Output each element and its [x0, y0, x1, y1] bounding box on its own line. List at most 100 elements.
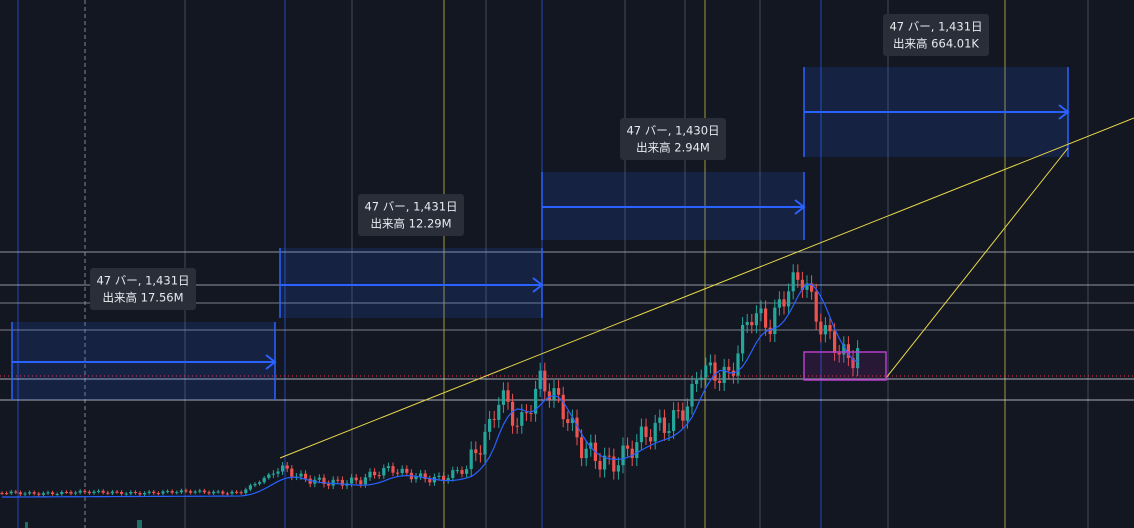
label-bars: 47 バー, 1,431日: [96, 274, 189, 288]
candle-body: [428, 479, 432, 483]
candle-body: [805, 283, 809, 290]
label-box: [90, 268, 196, 310]
candle-body: [290, 468, 294, 477]
candle-body: [777, 299, 781, 308]
label-bars: 47 バー, 1,430日: [626, 124, 719, 138]
candle-body: [603, 455, 607, 470]
label-box: [358, 194, 464, 236]
candle-body: [396, 472, 400, 474]
candle-body: [271, 473, 275, 475]
candle-body: [193, 491, 197, 493]
candle-body: [304, 473, 308, 479]
candle-body: [460, 470, 464, 474]
candle-body: [483, 431, 487, 455]
candle-body: [239, 492, 243, 494]
candle-body: [823, 325, 827, 335]
candle-body: [695, 379, 699, 384]
candle-body: [258, 482, 262, 484]
candle-body: [708, 362, 712, 366]
candle-body: [37, 493, 41, 495]
candle-body: [5, 493, 9, 495]
candle-body: [515, 425, 519, 427]
candle-body: [819, 321, 823, 335]
candle-body: [465, 469, 469, 474]
label-bars: 47 バー, 1,431日: [889, 20, 982, 34]
candle-body: [405, 468, 409, 473]
candle-body: [833, 331, 837, 353]
candle-body: [179, 490, 183, 493]
candle-body: [419, 473, 423, 477]
candle-body: [722, 366, 726, 383]
candle-body: [814, 291, 818, 322]
candle-body: [543, 370, 547, 392]
candle-body: [281, 465, 285, 472]
candle-body: [386, 466, 390, 469]
candle-body: [584, 448, 588, 459]
candle-body: [373, 471, 377, 476]
candle-body: [492, 418, 496, 420]
label-bars: 47 バー, 1,431日: [364, 200, 457, 214]
candle-body: [138, 492, 142, 495]
candle-body: [363, 477, 367, 485]
candle-body: [534, 388, 538, 414]
candle-body: [575, 417, 579, 438]
candle-body: [497, 404, 501, 420]
vertical-lines: [17, 0, 1089, 528]
candle-body: [474, 449, 478, 454]
candle-body: [350, 477, 354, 484]
candle-body: [488, 418, 492, 432]
candle-body: [791, 272, 795, 292]
candle-body: [598, 460, 602, 470]
candle-body: [120, 491, 124, 494]
candle-body: [718, 380, 722, 383]
candle-body: [478, 453, 482, 455]
candle-body: [14, 491, 18, 493]
candle-body: [446, 478, 450, 481]
candle-body: [635, 442, 639, 459]
candle-body: [166, 491, 170, 493]
candle-body: [55, 494, 59, 496]
candle-body: [69, 492, 73, 494]
candle-body: [225, 493, 229, 495]
candle-body: [152, 491, 156, 494]
candle-body: [649, 437, 653, 442]
label-volume: 出来高 12.29M: [371, 217, 452, 231]
candle-body: [253, 483, 257, 486]
candle-body: [764, 308, 768, 328]
candle-body: [382, 468, 386, 476]
candle-body: [699, 377, 703, 380]
candle-body: [377, 475, 381, 477]
moving-average: [1, 283, 858, 498]
candle-body: [727, 366, 731, 371]
candle-body: [612, 456, 616, 472]
candle-body: [276, 471, 280, 474]
candle-body: [322, 477, 326, 484]
candle-body: [110, 491, 114, 494]
candle-body: [837, 352, 841, 355]
candle-body: [750, 321, 754, 326]
candle-body: [336, 479, 340, 481]
label-box: [620, 118, 726, 160]
candle-body: [442, 475, 446, 481]
candle-body: [538, 370, 542, 389]
candle-body: [759, 308, 763, 314]
candle-body: [662, 417, 666, 433]
candle-body: [92, 491, 96, 494]
candle-body: [124, 493, 128, 495]
candle-body: [851, 357, 855, 369]
candle-body: [685, 406, 689, 421]
candle-body: [189, 491, 193, 493]
candle-body: [547, 391, 551, 400]
candle-body: [451, 470, 455, 479]
candle-body: [501, 390, 505, 405]
candle-body: [216, 491, 220, 493]
candle-body: [129, 492, 133, 494]
candle-body: [856, 348, 860, 369]
candle-body: [796, 272, 800, 280]
candle-body: [143, 492, 147, 495]
date-ranges: [11, 67, 1070, 400]
candle-body: [520, 412, 524, 426]
candle-body: [248, 485, 252, 490]
